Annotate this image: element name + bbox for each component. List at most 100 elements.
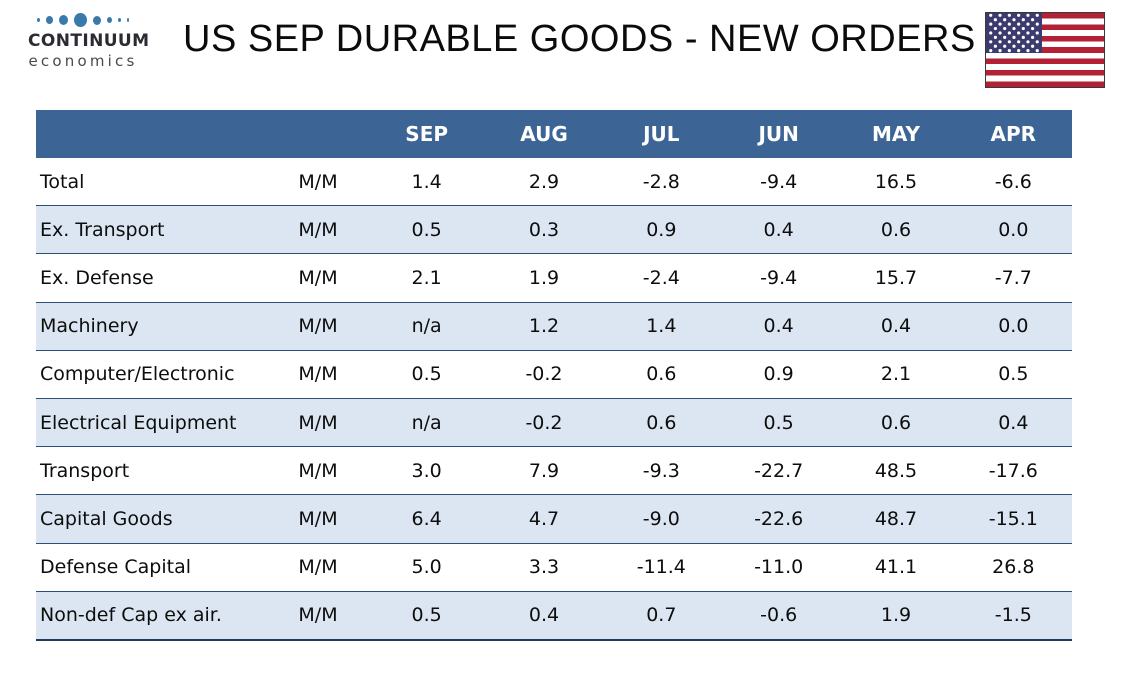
logo-dot-icon — [118, 18, 121, 22]
row-value: 2.9 — [528, 170, 560, 193]
row-measure: M/M — [298, 315, 338, 338]
row-value: -15.1 — [988, 507, 1038, 530]
flag-stars — [989, 13, 1039, 53]
row-label: Non-def Cap ex air. — [40, 604, 222, 627]
us-flag-icon — [985, 12, 1105, 88]
logo-dot-icon — [46, 16, 53, 24]
row-value: -11.0 — [754, 556, 804, 579]
row-value: 0.7 — [646, 604, 677, 627]
row-measure: M/M — [298, 411, 338, 434]
row-value: -9.4 — [760, 266, 798, 289]
table-row: Computer/Electronic M/M 0.5 -0.2 0.6 0.9 2.1 0.… — [36, 350, 1072, 399]
row-label: Electrical Equipment — [40, 411, 237, 434]
row-value: 0.9 — [763, 363, 794, 386]
row-value: 0.4 — [528, 604, 560, 627]
table-row: Defense Capital M/M 5.0 3.3 -11.4 -11.0 41.1 26… — [36, 543, 1072, 592]
table-row: Electrical Equipment M/M n/a -0.2 0.6 0.5 0.6 0… — [36, 398, 1072, 448]
table-row: Non-def Cap ex air. M/M 0.5 0.4 0.7 -0.6 1.9 -1… — [36, 591, 1072, 641]
row-value: -2.8 — [642, 170, 680, 193]
row-value: 2.1 — [411, 266, 442, 289]
table-row: Transport M/M 3.0 7.9 -9.3 -22.7 48.5 -17.6 — [36, 447, 1072, 496]
row-value: -9.0 — [642, 507, 680, 530]
continuum-economics-logo: CONTINUUM economics — [28, 12, 150, 70]
row-value: -22.6 — [754, 507, 804, 530]
column-header-may: MAY — [872, 122, 920, 146]
row-value: 7.9 — [528, 459, 560, 482]
row-value: 48.5 — [874, 459, 918, 482]
table-row: Ex. Transport M/M 0.5 0.3 0.9 0.4 0.6 0.0 — [36, 206, 1072, 255]
row-label: Ex. Transport — [40, 218, 165, 241]
row-value: 0.5 — [411, 363, 442, 386]
column-header-apr: APR — [990, 122, 1037, 146]
row-label: Capital Goods — [40, 507, 173, 530]
logo-text-continuum: CONTINUUM — [28, 31, 150, 51]
row-value: -17.6 — [988, 459, 1038, 482]
logo-text-economics: economics — [28, 52, 138, 70]
row-value: -9.3 — [642, 459, 680, 482]
row-value: 1.2 — [528, 315, 560, 338]
row-value: 26.8 — [992, 556, 1035, 579]
table-row: Total M/M 1.4 2.9 -2.8 -9.4 16.5 -6.6 — [36, 158, 1072, 207]
row-value: 0.4 — [880, 315, 912, 338]
logo-dot-icon — [74, 13, 87, 27]
row-value: 0.6 — [880, 218, 912, 241]
row-measure: M/M — [298, 363, 338, 386]
row-value: 0.5 — [763, 411, 794, 434]
row-value: -7.7 — [994, 266, 1032, 289]
row-measure: M/M — [298, 266, 338, 289]
logo-dots-icon — [28, 12, 138, 28]
row-value: 0.5 — [998, 363, 1029, 386]
table-header-row: SEP AUG JUL JUN MAY APR — [36, 110, 1072, 158]
row-value: 0.4 — [998, 411, 1029, 434]
row-label: Defense Capital — [40, 556, 191, 579]
column-header-sep: SEP — [405, 122, 449, 146]
table-body: Total M/M 1.4 2.9 -2.8 -9.4 16.5 -6.6 Ex. Transp… — [36, 158, 1072, 641]
logo-dot-icon — [59, 15, 68, 25]
row-value: 3.3 — [528, 556, 560, 579]
row-value: 0.5 — [411, 604, 442, 627]
row-value: -11.4 — [636, 556, 686, 579]
row-measure: M/M — [298, 604, 338, 627]
row-value: 0.6 — [880, 411, 912, 434]
row-value: 0.5 — [411, 218, 442, 241]
table-row: Ex. Defense M/M 2.1 1.9 -2.4 -9.4 15.7 -7.7 — [36, 254, 1072, 303]
row-value: 0.0 — [998, 315, 1029, 338]
column-header-jun: JUN — [758, 122, 799, 146]
row-measure: M/M — [298, 170, 338, 193]
row-value: 0.3 — [528, 218, 560, 241]
row-value: n/a — [411, 411, 442, 434]
column-header-jul: JUL — [643, 122, 680, 146]
row-label: Total — [40, 170, 85, 193]
table-row: Capital Goods M/M 6.4 4.7 -9.0 -22.6 48.7 -15.1 — [36, 495, 1072, 544]
row-label: Ex. Defense — [40, 266, 154, 289]
row-label: Computer/Electronic — [40, 363, 235, 386]
row-value: 1.4 — [411, 170, 442, 193]
row-value: 16.5 — [874, 170, 918, 193]
row-value: -1.5 — [994, 604, 1032, 627]
row-measure: M/M — [298, 459, 338, 482]
row-value: 6.4 — [411, 507, 442, 530]
row-value: -0.2 — [525, 411, 563, 434]
row-value: 4.7 — [528, 507, 560, 530]
row-value: 0.9 — [646, 218, 677, 241]
row-value: 0.6 — [646, 411, 677, 434]
logo-dot-icon — [127, 18, 129, 22]
logo-dot-icon — [37, 18, 40, 22]
row-value: -9.4 — [760, 170, 798, 193]
row-value: 41.1 — [874, 556, 918, 579]
row-measure: M/M — [298, 507, 338, 530]
row-value: 5.0 — [411, 556, 442, 579]
row-value: 0.4 — [763, 218, 794, 241]
row-label: Machinery — [40, 315, 139, 338]
logo-dot-icon — [107, 17, 112, 23]
row-value: 2.1 — [880, 363, 912, 386]
row-value: 48.7 — [874, 507, 918, 530]
row-value: 15.7 — [874, 266, 918, 289]
row-label: Transport — [40, 459, 130, 482]
row-value: 3.0 — [411, 459, 442, 482]
row-value: 0.6 — [646, 363, 677, 386]
row-value: -6.6 — [994, 170, 1032, 193]
row-value: 1.9 — [880, 604, 912, 627]
durable-goods-table: SEP AUG JUL JUN MAY APR Total M/M 1.4 2.9 -2… — [36, 110, 1072, 641]
